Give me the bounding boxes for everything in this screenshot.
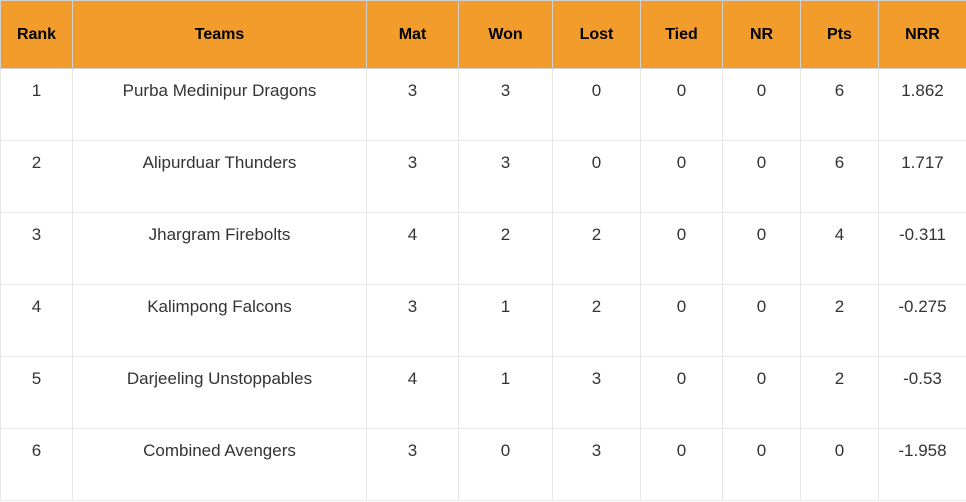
cell-rank: 5 — [1, 357, 73, 429]
cell-nr: 0 — [723, 429, 801, 501]
table-row: 6 Combined Avengers 3 0 3 0 0 0 -1.958 — [1, 429, 966, 501]
header-nr: NR — [723, 1, 801, 69]
cell-nrr: 1.717 — [879, 141, 966, 213]
cell-nrr: -0.311 — [879, 213, 966, 285]
cell-teams: Alipurduar Thunders — [73, 141, 367, 213]
header-pts: Pts — [801, 1, 879, 69]
table-row: 5 Darjeeling Unstoppables 4 1 3 0 0 2 -0… — [1, 357, 966, 429]
header-lost: Lost — [553, 1, 641, 69]
cell-won: 0 — [459, 429, 553, 501]
cell-pts: 6 — [801, 141, 879, 213]
cell-nr: 0 — [723, 69, 801, 141]
cell-lost: 0 — [553, 69, 641, 141]
cell-pts: 0 — [801, 429, 879, 501]
cell-won: 3 — [459, 69, 553, 141]
cell-tied: 0 — [641, 69, 723, 141]
cell-tied: 0 — [641, 213, 723, 285]
cell-rank: 3 — [1, 213, 73, 285]
cell-lost: 2 — [553, 213, 641, 285]
header-row: Rank Teams Mat Won Lost Tied NR Pts NRR — [1, 1, 966, 69]
cell-nrr: 1.862 — [879, 69, 966, 141]
cell-pts: 2 — [801, 357, 879, 429]
cell-teams: Kalimpong Falcons — [73, 285, 367, 357]
header-rank: Rank — [1, 1, 73, 69]
cell-nr: 0 — [723, 213, 801, 285]
table-row: 2 Alipurduar Thunders 3 3 0 0 0 6 1.717 — [1, 141, 966, 213]
cell-tied: 0 — [641, 285, 723, 357]
table-body: 1 Purba Medinipur Dragons 3 3 0 0 0 6 1.… — [1, 69, 966, 501]
cell-lost: 0 — [553, 141, 641, 213]
cell-rank: 2 — [1, 141, 73, 213]
cell-mat: 4 — [367, 213, 459, 285]
cell-nr: 0 — [723, 141, 801, 213]
cell-lost: 2 — [553, 285, 641, 357]
cell-mat: 3 — [367, 141, 459, 213]
cell-pts: 2 — [801, 285, 879, 357]
cell-rank: 4 — [1, 285, 73, 357]
cell-mat: 3 — [367, 429, 459, 501]
cell-lost: 3 — [553, 357, 641, 429]
cell-nrr: -1.958 — [879, 429, 966, 501]
table-row: 1 Purba Medinipur Dragons 3 3 0 0 0 6 1.… — [1, 69, 966, 141]
header-nrr: NRR — [879, 1, 966, 69]
cell-pts: 4 — [801, 213, 879, 285]
cell-nrr: -0.53 — [879, 357, 966, 429]
cell-mat: 3 — [367, 285, 459, 357]
cell-pts: 6 — [801, 69, 879, 141]
standings-table: Rank Teams Mat Won Lost Tied NR Pts NRR … — [0, 0, 966, 501]
table-row: 4 Kalimpong Falcons 3 1 2 0 0 2 -0.275 — [1, 285, 966, 357]
cell-won: 1 — [459, 285, 553, 357]
cell-nr: 0 — [723, 357, 801, 429]
cell-tied: 0 — [641, 141, 723, 213]
cell-teams: Combined Avengers — [73, 429, 367, 501]
cell-teams: Jhargram Firebolts — [73, 213, 367, 285]
cell-teams: Purba Medinipur Dragons — [73, 69, 367, 141]
header-won: Won — [459, 1, 553, 69]
cell-won: 1 — [459, 357, 553, 429]
header-mat: Mat — [367, 1, 459, 69]
cell-mat: 3 — [367, 69, 459, 141]
cell-nr: 0 — [723, 285, 801, 357]
cell-won: 2 — [459, 213, 553, 285]
cell-mat: 4 — [367, 357, 459, 429]
cell-tied: 0 — [641, 357, 723, 429]
cell-teams: Darjeeling Unstoppables — [73, 357, 367, 429]
cell-won: 3 — [459, 141, 553, 213]
table-row: 3 Jhargram Firebolts 4 2 2 0 0 4 -0.311 — [1, 213, 966, 285]
header-teams: Teams — [73, 1, 367, 69]
cell-tied: 0 — [641, 429, 723, 501]
cell-nrr: -0.275 — [879, 285, 966, 357]
cell-lost: 3 — [553, 429, 641, 501]
header-tied: Tied — [641, 1, 723, 69]
cell-rank: 6 — [1, 429, 73, 501]
cell-rank: 1 — [1, 69, 73, 141]
